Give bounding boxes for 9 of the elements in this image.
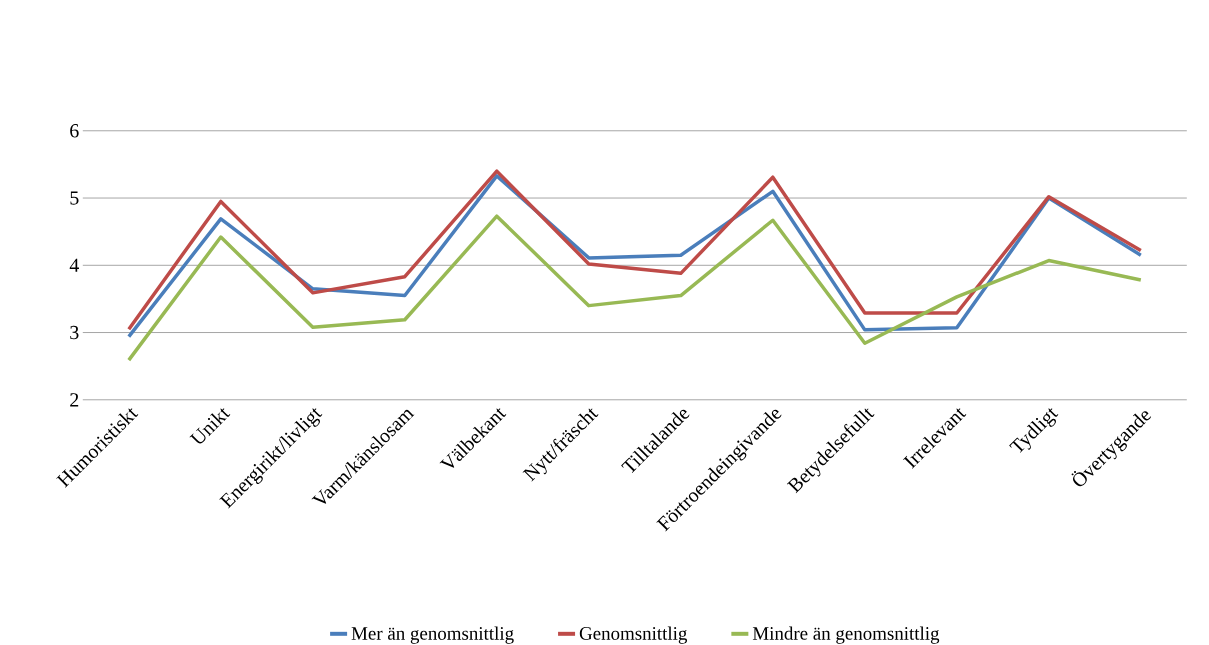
line-series	[127, 214, 1143, 362]
y-tick-label: 5	[70, 191, 79, 205]
y-tick-label: 6	[70, 124, 79, 138]
legend-label: Genomsnittlig	[579, 626, 688, 644]
legend-label: Mindre än genomsnittlig	[752, 626, 940, 644]
y-tick-label: 3	[70, 325, 79, 340]
y-tick-label: 2	[70, 393, 79, 407]
legend-label: Mer än genomsnittlig	[351, 626, 514, 644]
y-tick-label: 4	[69, 258, 79, 272]
